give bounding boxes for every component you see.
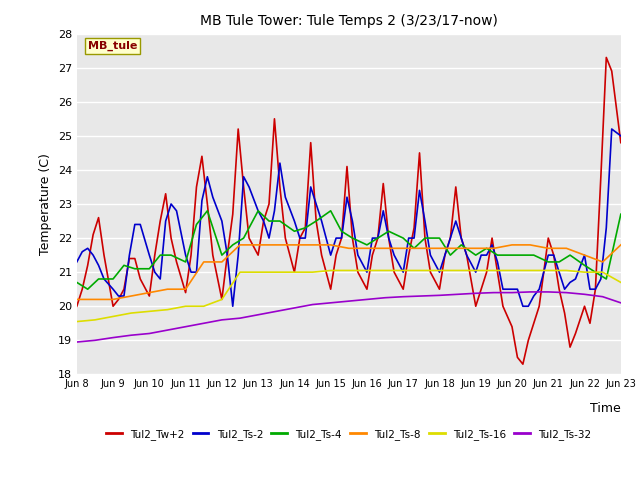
Title: MB Tule Tower: Tule Temps 2 (3/23/17-now): MB Tule Tower: Tule Temps 2 (3/23/17-now…	[200, 14, 498, 28]
Legend: Tul2_Tw+2, Tul2_Ts-2, Tul2_Ts-4, Tul2_Ts-8, Tul2_Ts-16, Tul2_Ts-32: Tul2_Tw+2, Tul2_Ts-2, Tul2_Ts-4, Tul2_Ts…	[102, 425, 596, 444]
Y-axis label: Temperature (C): Temperature (C)	[39, 153, 52, 255]
Text: MB_tule: MB_tule	[88, 41, 137, 51]
Text: Time: Time	[590, 402, 621, 415]
